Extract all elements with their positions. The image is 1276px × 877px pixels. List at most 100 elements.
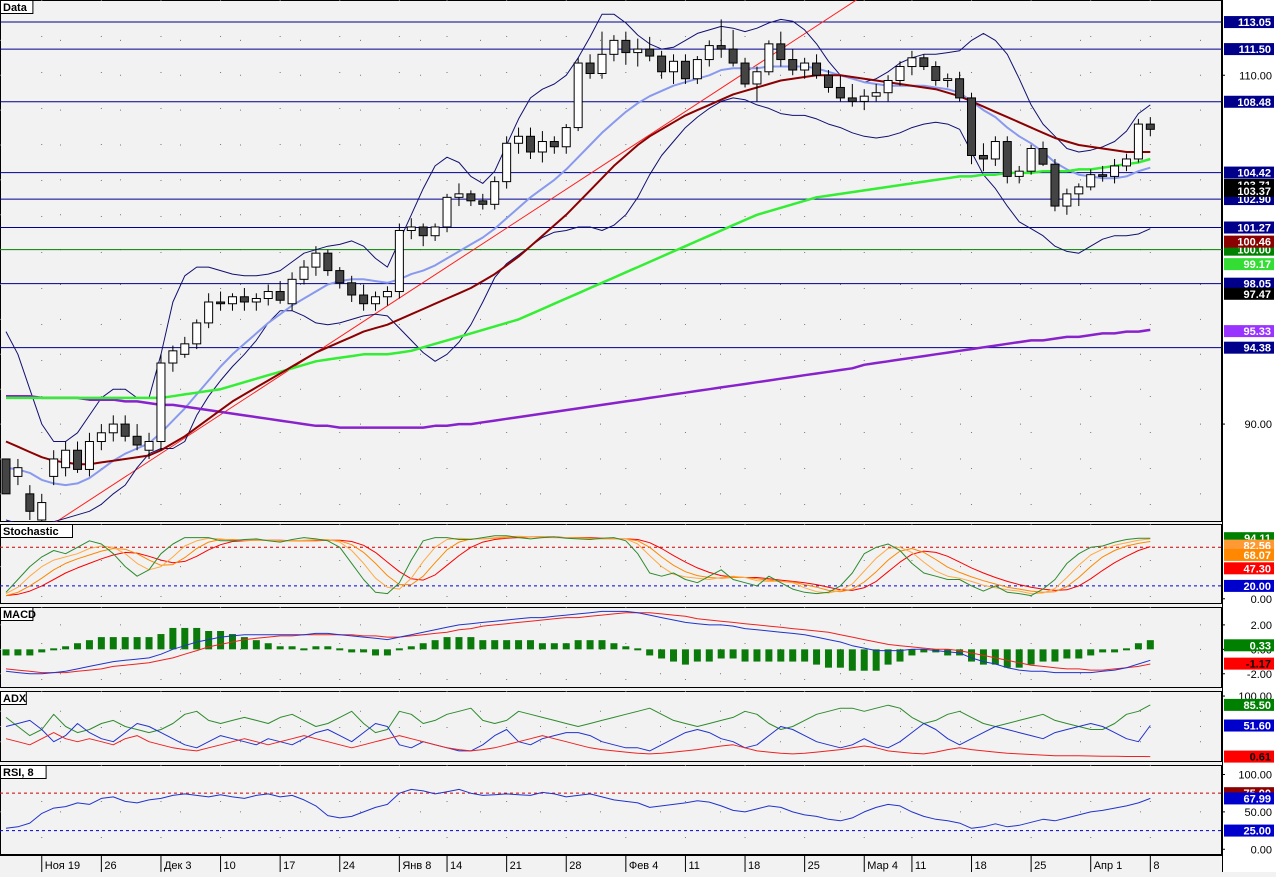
rsi-pane-frame <box>0 765 1222 855</box>
candle-down <box>466 193 476 202</box>
rsi-pane-title: RSI, 8 <box>3 767 34 779</box>
candle-down <box>1145 123 1155 130</box>
candle-up <box>180 343 190 355</box>
candle-up <box>1133 123 1143 160</box>
macd-histogram-bar <box>145 637 153 650</box>
time-axis-label: Янв 8 <box>402 860 431 872</box>
candle-down <box>645 48 655 57</box>
macd-histogram-bar <box>300 648 308 651</box>
macd-histogram-bar <box>443 637 451 650</box>
candle-up <box>442 196 452 228</box>
candle-up <box>227 296 237 305</box>
time-axis-label: 11 <box>915 860 926 872</box>
stoch-badge: 20.00 <box>1243 581 1271 593</box>
value-axis-tick-label: 110.00 <box>1239 70 1272 82</box>
value-axis-background <box>1222 0 1276 872</box>
candle-down <box>835 86 845 99</box>
macd-title-box <box>0 607 34 621</box>
macd-histogram-bar <box>360 649 368 653</box>
macd-badge-bg <box>1224 657 1274 670</box>
macd-histogram-bar <box>336 648 344 651</box>
candle-up <box>609 39 619 55</box>
value-axis-tick-label: 0.00 <box>1251 844 1272 856</box>
candle-up <box>1014 170 1024 177</box>
candle-down <box>73 449 83 470</box>
candle-down <box>740 62 750 85</box>
macd-histogram-bar <box>455 637 463 650</box>
level-label-bg <box>1224 43 1274 56</box>
stoch-badge-bg <box>1224 562 1274 575</box>
adx-badge-bg <box>1224 719 1274 732</box>
time-axis-label: 26 <box>104 860 116 872</box>
value-axis-tick-label: 90.00 <box>1244 419 1272 431</box>
time-axis-label: 18 <box>975 860 987 872</box>
macd-histogram-bar <box>193 627 201 650</box>
macd-histogram-bar <box>372 649 380 656</box>
candle-down <box>347 282 357 296</box>
macd-histogram-bar <box>181 627 189 650</box>
candle-up <box>1062 193 1072 207</box>
candle-up <box>561 127 571 148</box>
candle-up <box>61 449 71 469</box>
candle-down <box>1050 163 1060 207</box>
candle-up <box>430 226 440 237</box>
macd-histogram-bar <box>848 649 856 671</box>
macd-histogram-bar <box>109 637 117 650</box>
stoch-badge-bg <box>1224 548 1274 561</box>
candle-down <box>323 252 333 272</box>
candle-up <box>168 350 178 364</box>
candle-down <box>335 270 345 284</box>
candle-up <box>633 48 643 54</box>
price-badge-bg <box>1224 184 1274 197</box>
macd-histogram-bar <box>157 634 165 650</box>
macd-histogram-bar <box>860 649 868 671</box>
candle-down <box>525 135 535 153</box>
macd-histogram-bar <box>550 643 558 650</box>
candle-up <box>299 266 309 280</box>
time-axis-label: 28 <box>569 860 581 872</box>
macd-histogram-bar <box>1015 649 1023 668</box>
macd-histogram-bar <box>729 649 737 659</box>
level-label-bg <box>1224 341 1274 354</box>
macd-histogram-bar <box>1111 649 1119 653</box>
candle-down <box>1098 174 1108 177</box>
macd-histogram-bar <box>658 649 666 659</box>
rsi-badge-bg <box>1224 824 1274 837</box>
candle-up <box>1110 165 1120 177</box>
macd-histogram <box>2 627 1154 671</box>
price-badge-bg <box>1224 258 1274 271</box>
time-axis-label: 10 <box>224 860 236 872</box>
macd-histogram-bar <box>586 640 594 650</box>
macd-histogram-bar <box>85 640 93 650</box>
macd-histogram-bar <box>50 648 58 651</box>
macd-histogram-bar <box>491 640 499 650</box>
level-label: 101.27 <box>1237 223 1271 235</box>
candle-down <box>728 48 738 64</box>
candle-down <box>359 294 369 305</box>
macd-histogram-bar <box>801 649 809 662</box>
candle-down <box>812 62 822 76</box>
moving-average-very-long <box>6 328 1151 429</box>
rsi-title-box <box>0 765 47 779</box>
adx-line <box>5 732 1151 758</box>
macd-histogram-bar <box>1063 649 1071 659</box>
macd-histogram-bar <box>574 640 582 650</box>
macd-histogram-bar <box>884 649 892 665</box>
candle-down <box>788 59 798 71</box>
bollinger-lower-band <box>5 97 1151 522</box>
macd-histogram-bar <box>717 649 725 659</box>
macd-histogram-bar <box>1087 649 1095 656</box>
macd-histogram-bar <box>896 649 904 662</box>
candle-down <box>955 78 965 99</box>
macd-histogram-bar <box>824 649 832 668</box>
candle-down <box>680 60 690 80</box>
macd-histogram-bar <box>908 649 916 656</box>
candle-down <box>25 493 35 512</box>
macd-histogram-bar <box>741 649 749 662</box>
candle-up <box>96 432 106 443</box>
level-label: 104.42 <box>1237 168 1271 180</box>
value-axis-tick-label: 100.00 <box>1238 769 1272 781</box>
candle-down <box>1002 141 1012 177</box>
